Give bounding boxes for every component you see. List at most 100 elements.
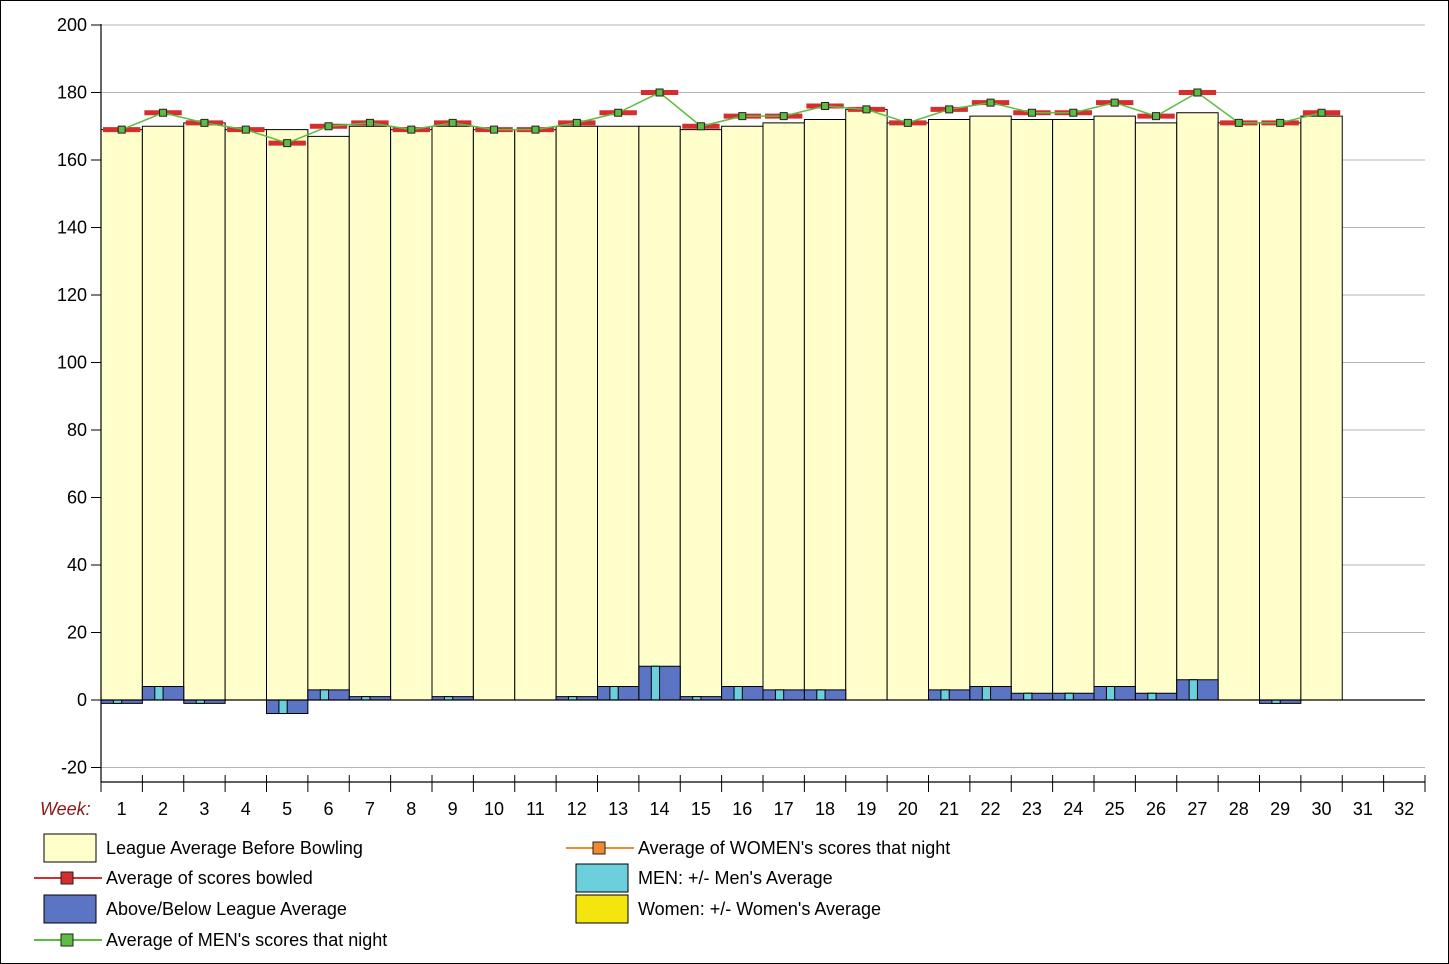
league-average-bar	[1134, 122, 1178, 701]
men-diff-bar	[319, 689, 330, 701]
men-average-point	[1110, 98, 1119, 107]
league-average-bar	[183, 122, 226, 701]
men-average-point	[283, 139, 292, 148]
x-tick-label: 26	[1146, 799, 1166, 819]
legend-swatch	[575, 863, 629, 893]
league-average-bar	[390, 129, 433, 701]
men-diff-bar	[940, 689, 950, 701]
x-tick-label: 19	[856, 799, 876, 819]
men-average-point	[1317, 108, 1326, 117]
men-average-point	[986, 98, 995, 107]
men-average-point	[407, 125, 416, 134]
x-tick-label: 6	[324, 799, 334, 819]
x-tick-label: 22	[981, 799, 1001, 819]
league-average-bar	[555, 125, 598, 701]
y-tick-label: 40	[67, 555, 87, 575]
men-diff-bar	[816, 689, 826, 701]
legend-label: MEN: +/- Men's Average	[638, 868, 833, 888]
league-average-bar	[472, 129, 516, 701]
league-average-bar	[845, 108, 888, 701]
x-tick-label: 25	[1105, 799, 1125, 819]
men-average-point	[821, 102, 830, 110]
x-tick-label: 2	[158, 799, 168, 819]
men-average-point	[1152, 112, 1161, 121]
x-tick-label: 3	[199, 799, 209, 819]
y-tick-label: 80	[67, 420, 87, 440]
x-tick-label: 4	[241, 799, 251, 819]
x-tick-label: 32	[1394, 799, 1414, 819]
men-average-point	[448, 118, 457, 127]
men-diff-bar	[1064, 692, 1074, 701]
men-average-point	[1193, 88, 1202, 97]
men-diff-bar	[774, 689, 785, 701]
x-tick-label: 15	[691, 799, 711, 819]
y-tick-label: 160	[57, 150, 87, 170]
men-average-point	[738, 112, 747, 121]
x-tick-label: 31	[1353, 799, 1373, 819]
x-tick-label: 20	[898, 799, 918, 819]
x-tick-label: 7	[365, 799, 375, 819]
league-average-bar	[1259, 122, 1302, 701]
men-average-line	[121, 91, 1322, 144]
men-diff-bar	[1188, 679, 1198, 701]
x-tick-label: 9	[448, 799, 458, 819]
men-average-point	[159, 108, 168, 117]
men-average-point	[490, 125, 499, 134]
men-average-point	[1069, 108, 1078, 117]
y-tick-label: -20	[61, 758, 87, 778]
x-tick-label: 8	[406, 799, 416, 819]
men-diff-bar	[650, 665, 661, 701]
league-average-bar	[1176, 112, 1219, 701]
x-tick-label: 29	[1270, 799, 1290, 819]
league-average-bar	[803, 119, 847, 701]
men-diff-bar	[981, 686, 992, 701]
legend: League Average Before Bowling Average of …	[34, 833, 950, 950]
league-average-bar	[224, 129, 267, 701]
men-diff-bar	[154, 686, 164, 701]
men-average-point	[903, 118, 912, 127]
league-average-bar	[431, 125, 474, 701]
y-tick-label: 120	[57, 285, 87, 305]
men-diff-bar	[1105, 686, 1116, 701]
men-diff-bar	[1147, 692, 1157, 701]
league-average-bar	[886, 122, 929, 701]
x-tick-label: 16	[732, 799, 752, 819]
y-tick-label: 0	[77, 690, 87, 710]
league-average-bar	[1052, 119, 1095, 701]
legend-label: Average of MEN's scores that night	[106, 930, 387, 950]
y-tick-label: 20	[67, 623, 87, 643]
legend-marker	[60, 871, 74, 885]
league-average-bar	[100, 129, 143, 701]
x-tick-label: 21	[939, 799, 959, 819]
league-average-bar	[514, 129, 557, 701]
x-tick-label: 17	[774, 799, 794, 819]
men-average-point	[1276, 118, 1285, 127]
legend-label: Above/Below League Average	[106, 899, 347, 919]
men-diff-bar	[1023, 692, 1033, 701]
men-diff-bar	[733, 686, 743, 701]
league-average-bar	[721, 125, 764, 701]
y-tick-label: 100	[57, 353, 87, 373]
men-average-point	[655, 88, 664, 97]
legend-swatch	[43, 894, 97, 924]
y-tick-label: 60	[67, 488, 87, 508]
x-tick-label: 27	[1187, 799, 1207, 819]
y-tick-label: 140	[57, 218, 87, 238]
series-lines	[103, 88, 1341, 148]
x-tick-label: 11	[526, 799, 545, 819]
league-average-bar	[307, 135, 350, 701]
men-average-point	[862, 105, 871, 114]
league-average-bar	[141, 125, 185, 701]
men-average-point	[117, 125, 126, 134]
x-tick-label: 5	[282, 799, 292, 819]
men-average-point	[1027, 108, 1036, 117]
men-average-point	[241, 125, 250, 134]
league-average-bar	[762, 122, 805, 701]
league-average-bar	[348, 125, 392, 701]
men-average-point	[365, 118, 374, 127]
league-average-bar	[1093, 115, 1136, 701]
men-diff-bar	[609, 686, 619, 701]
league-average-bar	[597, 125, 640, 701]
